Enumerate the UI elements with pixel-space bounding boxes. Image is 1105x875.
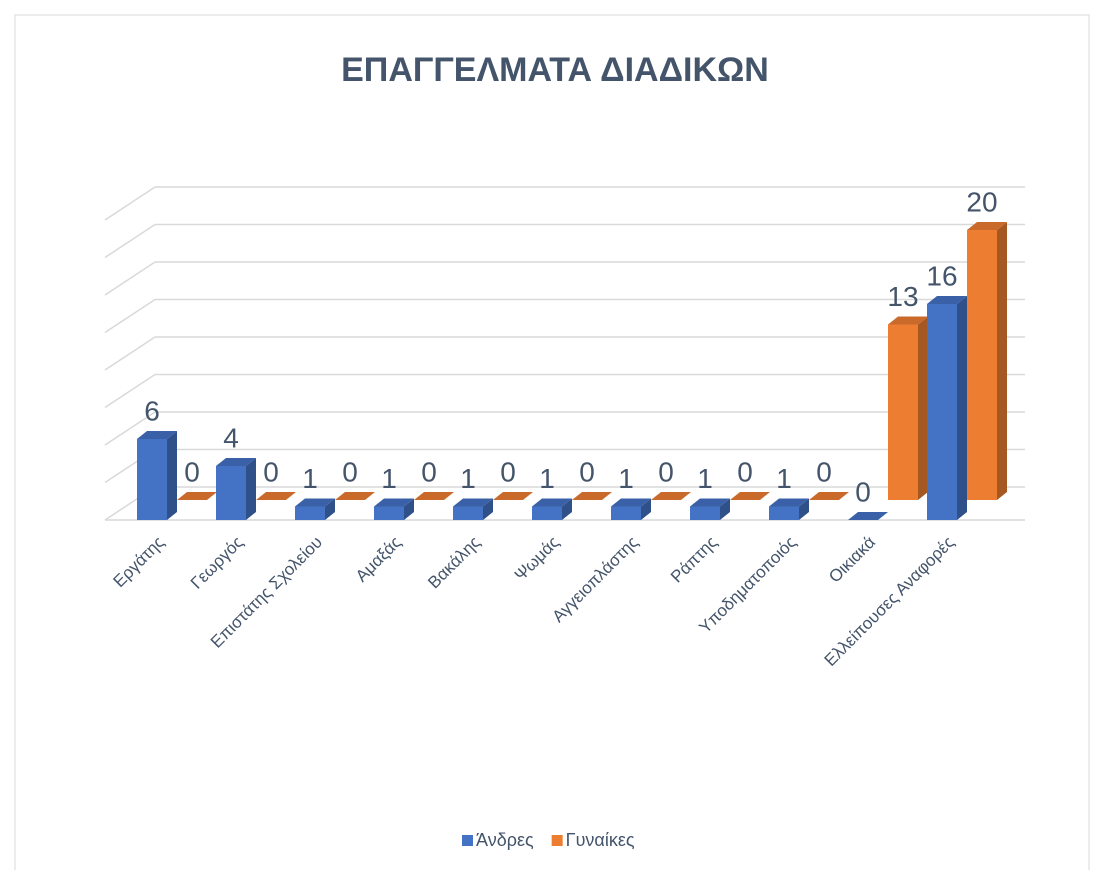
data-label: 1 — [697, 463, 713, 494]
bar-front — [611, 507, 641, 521]
legend-swatch — [462, 835, 473, 846]
chart-title: ΕΠΑΓΓΕΛΜΑΤΑ ΔΙΑΔΙΚΩΝ — [341, 51, 769, 89]
bar-front — [453, 507, 483, 521]
bar-front — [216, 466, 246, 520]
bar — [295, 499, 335, 521]
bar-side — [997, 222, 1007, 500]
bar — [374, 499, 414, 521]
data-label: 0 — [737, 456, 753, 487]
bar-front — [374, 507, 404, 521]
legend-label: Γυναίκες — [566, 830, 635, 850]
legend-label: Άνδρες — [476, 830, 534, 850]
data-label: 1 — [381, 463, 397, 494]
bar — [769, 499, 809, 521]
bar-front — [967, 230, 997, 500]
bar — [967, 222, 1007, 500]
bar-front — [888, 325, 918, 501]
data-label: 1 — [618, 463, 634, 494]
data-label: 13 — [887, 281, 918, 312]
data-label: 20 — [966, 186, 997, 217]
data-label: 4 — [223, 422, 239, 453]
bar — [690, 499, 730, 521]
data-label: 6 — [144, 395, 160, 426]
data-label: 0 — [421, 456, 437, 487]
bar — [137, 431, 177, 520]
bar-front — [137, 439, 167, 520]
data-label: 0 — [579, 456, 595, 487]
bar-side — [246, 458, 256, 520]
data-label: 0 — [500, 456, 516, 487]
data-label: 1 — [539, 463, 555, 494]
data-label: 0 — [816, 456, 832, 487]
bar — [453, 499, 493, 521]
bar-side — [918, 317, 928, 501]
bar — [888, 317, 928, 501]
data-label: 1 — [460, 463, 476, 494]
data-label: 1 — [776, 463, 792, 494]
bar-side — [957, 296, 967, 520]
data-label: 0 — [263, 456, 279, 487]
data-label: 16 — [926, 260, 957, 291]
bar-front — [690, 507, 720, 521]
data-label: 0 — [342, 456, 358, 487]
bar — [216, 458, 256, 520]
bar-side — [167, 431, 177, 520]
bar-front — [295, 507, 325, 521]
data-label: 0 — [184, 456, 200, 487]
bar-front — [769, 507, 799, 521]
bar — [532, 499, 572, 521]
bar — [927, 296, 967, 520]
legend-swatch — [552, 835, 563, 846]
data-label: 0 — [855, 476, 871, 507]
data-label: 1 — [302, 463, 318, 494]
bar — [611, 499, 651, 521]
bar-front — [532, 507, 562, 521]
data-label: 0 — [658, 456, 674, 487]
bar-front — [927, 304, 957, 520]
